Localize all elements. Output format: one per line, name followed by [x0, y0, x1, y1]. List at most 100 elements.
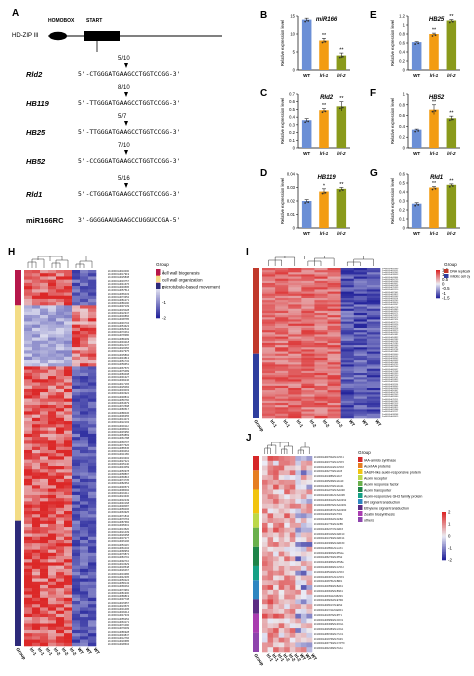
heatmap-cell: [353, 276, 368, 280]
row-label: Zm00001d025084: [108, 385, 130, 389]
heatmap-cell: [64, 523, 73, 528]
heatmap-cell: [262, 355, 276, 359]
heatmap-cell: [32, 642, 41, 647]
heatmap-cell: [327, 385, 341, 389]
heatmap-cell: [56, 523, 65, 528]
heatmap-cell: [56, 318, 65, 322]
heatmap-cell: [72, 478, 81, 483]
heatmap-cell: [327, 409, 341, 412]
y-tick-label: 0.4: [399, 190, 405, 195]
heatmap-cell: [306, 556, 313, 562]
heatmap-cell: [301, 349, 315, 352]
heatmap-cell: [288, 298, 302, 301]
heatmap-cell: [314, 362, 328, 365]
heatmap-cell: [24, 282, 33, 287]
heatmap-cell: [32, 507, 41, 512]
heatmap-cell: [366, 407, 381, 410]
row-label: Zm00001d026383ZmLOG1: [314, 628, 344, 632]
heatmap-cell: [366, 377, 381, 380]
heatmap-cell: [353, 287, 368, 290]
heatmap-cell: [88, 270, 97, 274]
heatmap-cell: [306, 475, 313, 481]
heatmap-cell: [40, 343, 49, 348]
heatmap-cell: [32, 443, 41, 448]
color-scale-step: [436, 274, 440, 276]
heatmap-cell: [32, 270, 41, 274]
column-label: lrl-1: [271, 653, 280, 663]
heatmap-cell: [56, 289, 65, 293]
heatmap-cell: [72, 466, 81, 470]
heatmap-cell: [288, 415, 302, 419]
heatmap-cell: [301, 360, 315, 363]
heatmap-cell: [314, 283, 328, 286]
heatmap-cell: [300, 484, 307, 490]
heatmap-cell: [314, 403, 328, 406]
heatmap-cell: [64, 556, 73, 560]
heatmap-cell: [366, 413, 381, 417]
heatmap-cell: [32, 543, 41, 547]
heatmap-cell: [32, 449, 41, 454]
heatmap-cell: [64, 462, 73, 467]
heatmap-cell: [24, 327, 33, 332]
heatmap-cell: [64, 572, 73, 576]
heatmap-cell: [32, 327, 41, 332]
y-tick-label: 0: [293, 146, 296, 151]
heatmap-cell: [56, 453, 65, 457]
heatmap-cell: [24, 295, 33, 300]
heatmap-cell: [301, 379, 315, 382]
heatmap-cell: [353, 388, 368, 391]
heatmap-cell: [88, 562, 97, 566]
heatmap-cell: [24, 356, 33, 361]
heatmap-cell: [48, 443, 57, 448]
row-group-annotation: [253, 565, 259, 581]
heatmap-cell: [64, 433, 73, 438]
heatmap-cell: [64, 501, 73, 505]
heatmap-cell: [40, 613, 49, 618]
row-label: Zm00001d051560ZmYUC1: [314, 632, 344, 636]
heatmap-cell: [24, 642, 33, 647]
heatmap-cell: [88, 478, 97, 483]
heatmap-cell: [56, 350, 65, 354]
heatmap-cell: [273, 489, 279, 495]
row-label: Zm00001d081436: [382, 345, 399, 348]
heatmap-cell: [314, 340, 328, 344]
heatmap-cell: [353, 360, 368, 363]
legend-swatch: [358, 517, 363, 522]
heatmap-cell: [88, 459, 97, 464]
color-scale-step: [156, 311, 160, 314]
heatmap-cell: [327, 291, 341, 295]
significance-label: **: [339, 96, 344, 102]
heatmap-cell: [340, 295, 355, 299]
heatmap-cell: [32, 440, 41, 444]
heatmap-cell: [80, 601, 89, 605]
heatmap-cell: [262, 278, 276, 282]
heatmap-cell: [262, 415, 276, 419]
row-label: Zm00001d066816: [108, 476, 130, 479]
heatmap-cell: [40, 417, 49, 422]
heatmap-cell: [275, 330, 289, 333]
heatmap-cell: [327, 336, 341, 340]
heatmap-cell: [80, 321, 89, 325]
heatmap-cell: [40, 507, 49, 512]
heatmap-cell: [72, 308, 81, 313]
heatmap-cell: [56, 626, 65, 631]
heatmap-cell: [353, 413, 368, 417]
heatmap-cell: [301, 343, 315, 346]
heatmap-cell: [353, 400, 368, 404]
heatmap-cell: [366, 340, 381, 344]
heatmap-cell: [340, 293, 355, 297]
heatmap-cell: [262, 336, 276, 340]
heatmap-cell: [48, 424, 57, 428]
heatmap-cell: [80, 372, 89, 377]
heatmap-cell: [24, 623, 33, 628]
heatmap-cell: [288, 321, 302, 325]
heatmap-cell: [72, 562, 81, 566]
heatmap-cell: [24, 626, 33, 631]
heatmap-cell: [340, 330, 355, 333]
heatmap-cell: [56, 302, 65, 306]
heatmap-cell: [72, 302, 81, 306]
heatmap-cell: [262, 373, 276, 376]
bar: [411, 42, 422, 70]
heatmap-cell: [314, 304, 328, 307]
heatmap-cell: [24, 620, 33, 624]
